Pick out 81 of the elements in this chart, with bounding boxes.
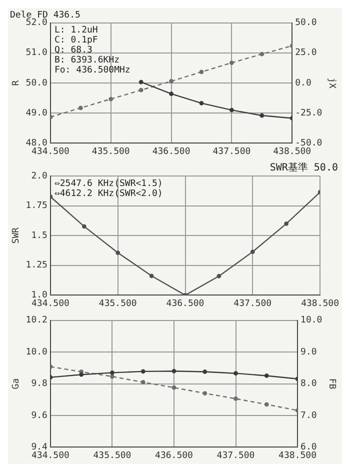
point	[202, 370, 208, 374]
y2-tick-label: 8.0	[300, 379, 317, 390]
y-tick-label: 51.0	[26, 48, 48, 58]
x-tick-label: 438.500	[301, 298, 340, 309]
y2-tick-label: 10.0	[300, 316, 322, 326]
point	[216, 274, 222, 278]
x-tick-label: 435.500	[92, 146, 130, 157]
y-tick-label: 49.0	[26, 108, 48, 118]
x-tick-label: 437.500	[216, 450, 255, 461]
point	[260, 113, 264, 118]
annotation: ⇔2547.6 KHz(SWR<1.5)	[54, 178, 163, 189]
point	[138, 80, 144, 84]
y2-tick-label: 6.0	[300, 442, 317, 453]
y2-tick-label: -25.0	[295, 108, 322, 118]
point	[172, 368, 176, 374]
point	[230, 108, 234, 112]
annotation: Fo: 436.500MHz	[54, 66, 130, 76]
x-tick-label: 438.500	[278, 450, 316, 461]
x-tick-label: 435.500	[93, 450, 132, 461]
point	[199, 70, 204, 74]
x-tick-label: 437.500	[234, 298, 272, 309]
y-tick-label: 50.0	[26, 78, 48, 88]
y2-tick-label: 9.0	[300, 347, 317, 358]
y-axis-title: R	[12, 80, 22, 86]
y2-axis-title: jX	[326, 78, 336, 89]
x-tick-label: 437.500	[212, 146, 251, 157]
x-tick-label: 434.500	[32, 146, 70, 157]
x-tick-label: 436.500	[152, 146, 190, 157]
point	[110, 370, 114, 375]
y-tick-label: 9.6	[31, 410, 48, 421]
y-axis-title: Ga	[12, 378, 22, 390]
point	[110, 374, 114, 379]
point	[202, 391, 208, 396]
y2-tick-label: 0.0	[295, 78, 312, 88]
chart-subtitle: SWR基準 50.0	[270, 162, 338, 174]
point	[260, 52, 264, 56]
y2-tick-label: -50.0	[295, 138, 322, 149]
x-tick-label: 434.500	[32, 450, 70, 461]
point	[138, 88, 144, 92]
point	[79, 372, 84, 377]
y-tick-label: 1.5	[31, 230, 48, 241]
y-axis-title: SWR	[12, 226, 22, 244]
annotation: B: 6393.6KHz	[54, 56, 120, 66]
x-tick-label: 436.500	[166, 298, 204, 309]
x-tick-label: 438.500	[273, 146, 312, 157]
y-tick-label: 1.75	[26, 201, 48, 212]
y2-tick-label: 7.0	[300, 410, 317, 421]
y-tick-label: 1.25	[26, 260, 48, 271]
annotation: C: 0.1pF	[54, 36, 98, 46]
point	[264, 374, 269, 378]
point	[264, 402, 269, 407]
x-tick-label: 434.500	[32, 298, 70, 309]
point	[230, 60, 234, 65]
annotation: L: 1.2uH	[54, 26, 98, 36]
point	[169, 78, 174, 84]
y2-axis-title: FB	[326, 378, 336, 390]
y2-tick-label: 50.0	[295, 18, 317, 28]
line-series	[50, 364, 298, 413]
point	[82, 224, 86, 229]
y-tick-label: 2.0	[31, 171, 48, 182]
point	[234, 396, 238, 401]
point	[172, 385, 176, 390]
point	[116, 250, 120, 255]
annotation: ⇔4612.2 KHz(SWR<2.0)	[54, 188, 163, 199]
point	[234, 371, 238, 376]
x-tick-label: 436.500	[155, 450, 193, 461]
y2-tick-label: 25.0	[295, 48, 317, 58]
x-tick-label: 435.500	[98, 298, 137, 309]
point	[169, 92, 174, 96]
point	[140, 380, 146, 384]
y-tick-label: 9.8	[31, 379, 48, 390]
point	[149, 274, 154, 278]
point	[140, 369, 146, 374]
point	[78, 106, 83, 110]
point	[108, 96, 114, 102]
annotation: Q: 68.3	[54, 46, 92, 56]
y-tick-label: 10.2	[26, 316, 48, 326]
point	[199, 100, 204, 106]
y-tick-label: 10.0	[26, 347, 48, 358]
point	[284, 221, 289, 226]
point	[250, 250, 255, 254]
